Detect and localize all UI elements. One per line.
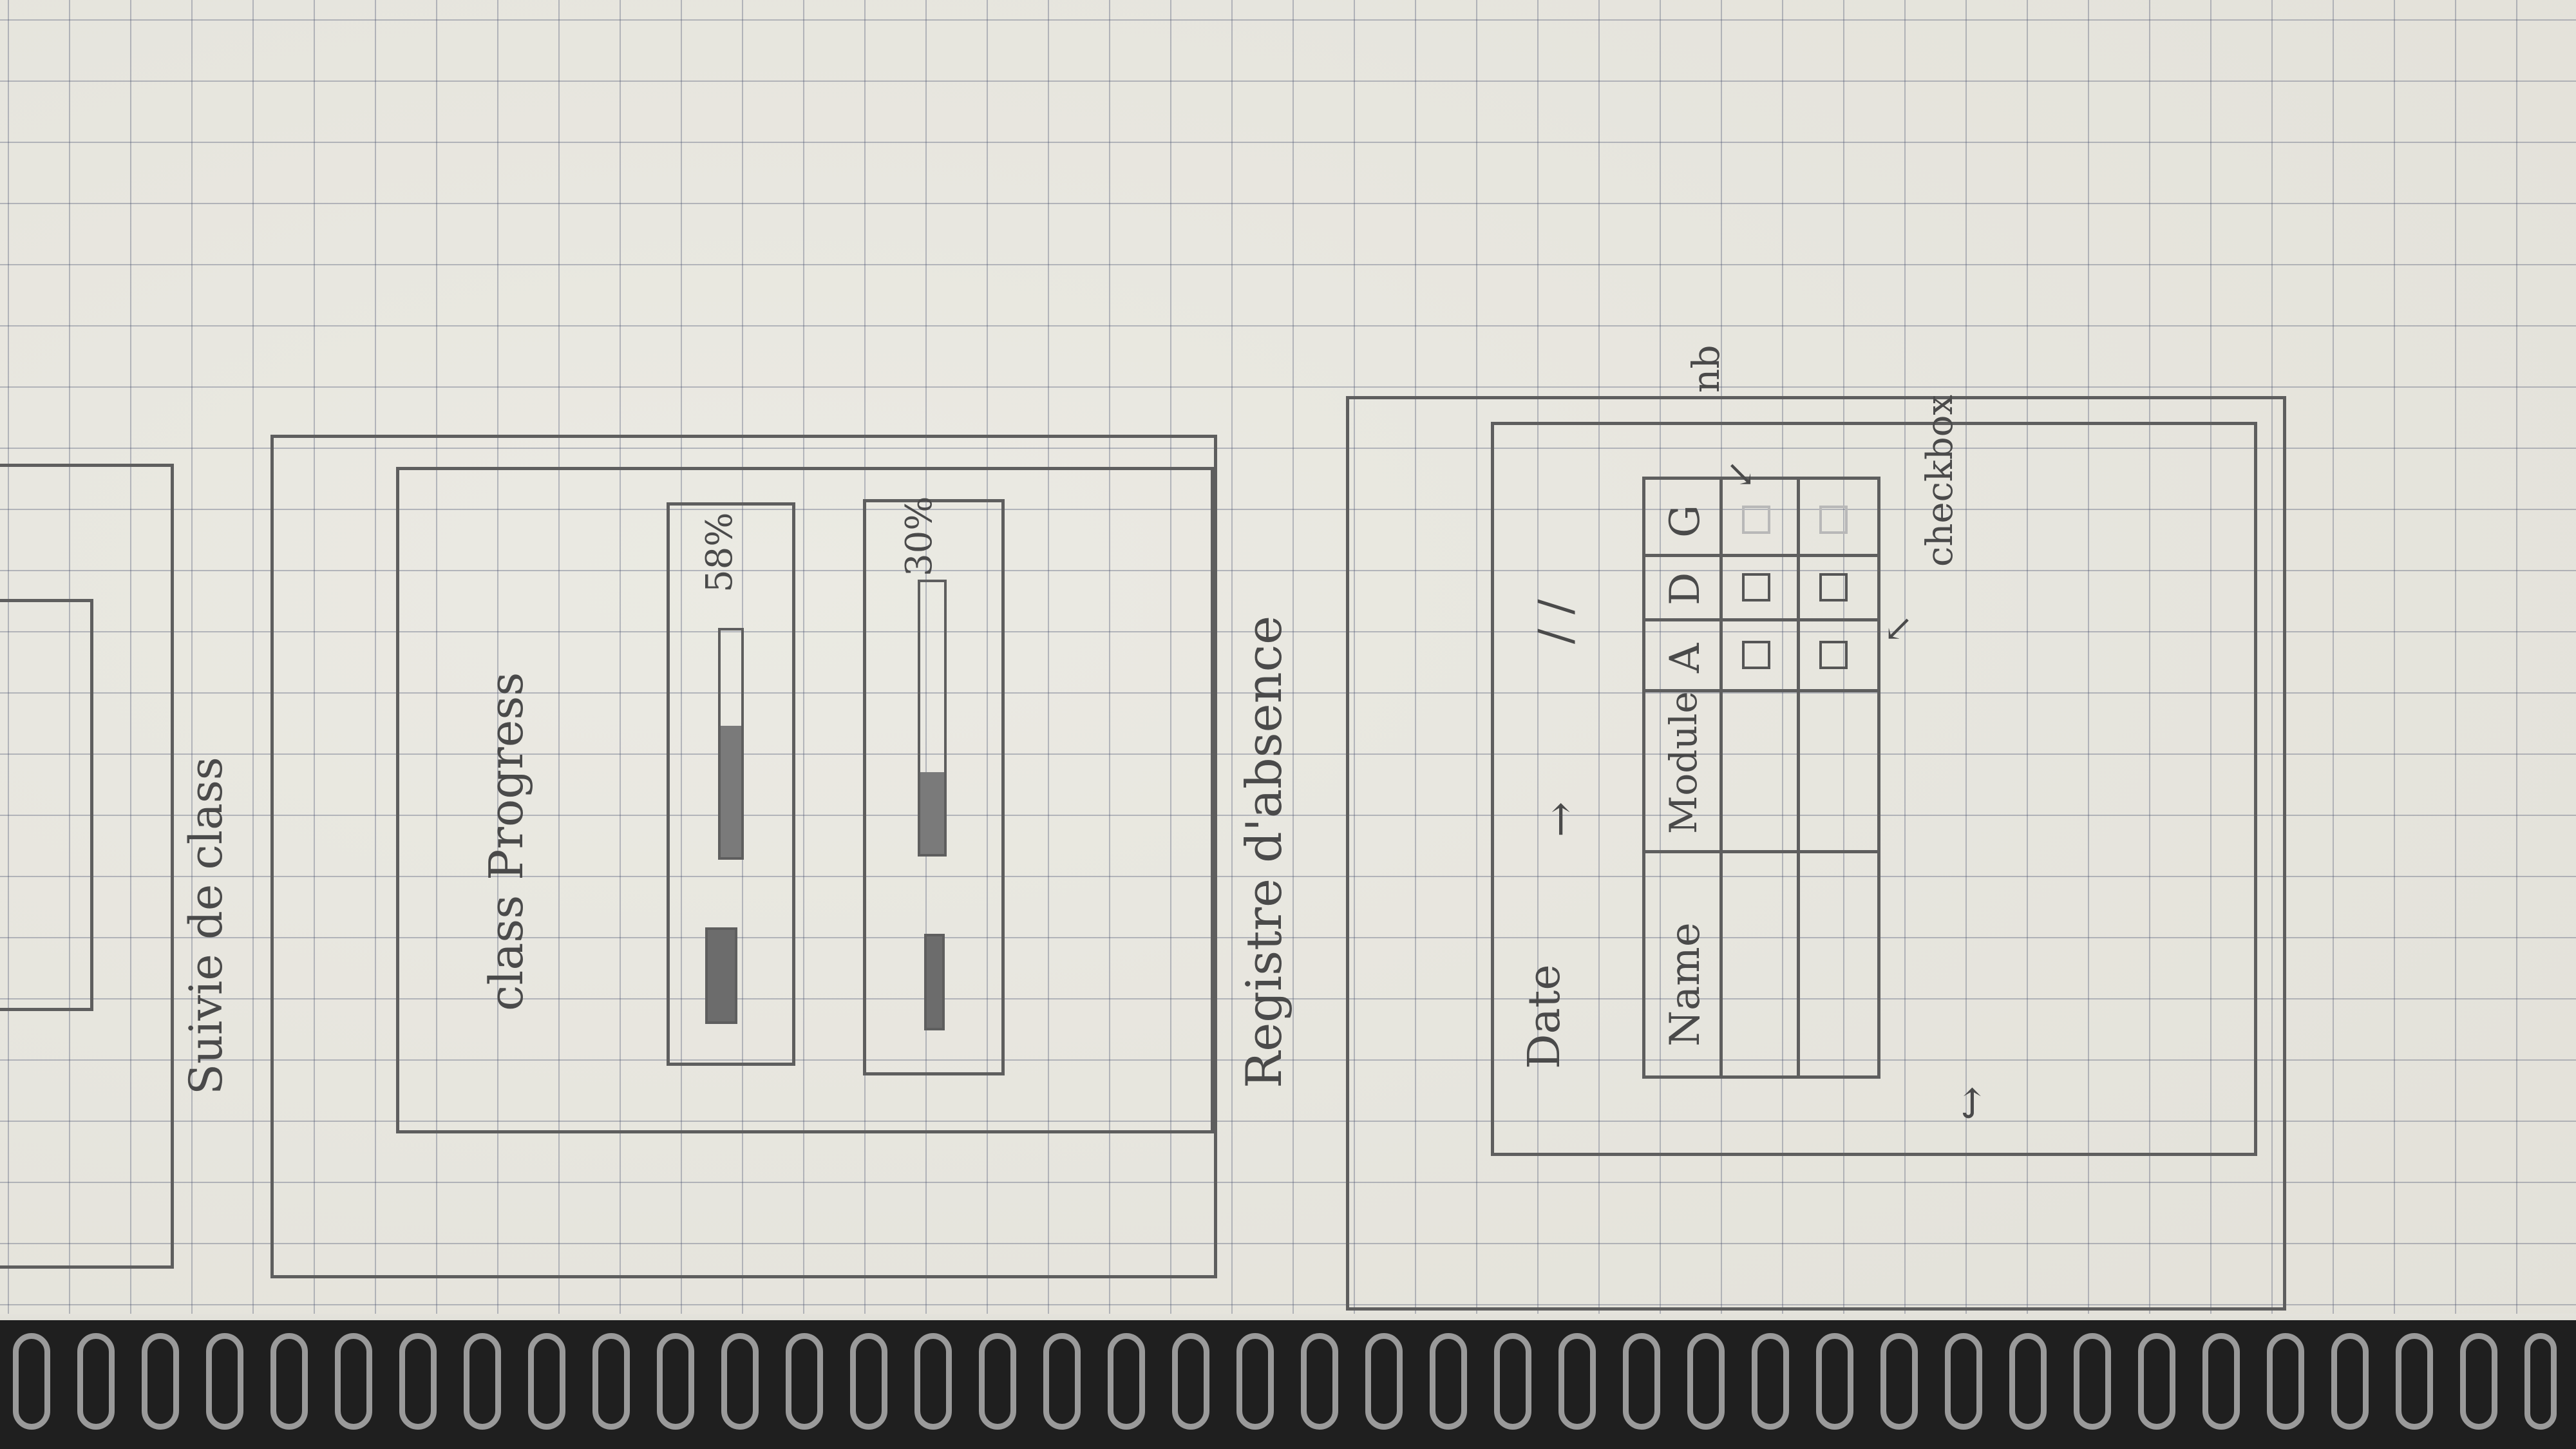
binding-ring-icon bbox=[1365, 1333, 1403, 1430]
binding-ring-icon bbox=[399, 1333, 437, 1430]
binding-ring-icon bbox=[1816, 1333, 1853, 1430]
binding-ring-icon bbox=[721, 1333, 759, 1430]
binding-ring-icon bbox=[1623, 1333, 1660, 1430]
binding-ring-icon bbox=[2524, 1333, 2557, 1430]
progress-bar-2-marker bbox=[924, 934, 945, 1030]
row-1-checkbox-a[interactable] bbox=[1742, 641, 1770, 669]
binding-ring-icon bbox=[2267, 1333, 2304, 1430]
row-2-checkbox-d[interactable] bbox=[1819, 573, 1848, 601]
table-header-d: D bbox=[1662, 572, 1709, 605]
binding-ring-icon bbox=[850, 1333, 887, 1430]
binding-ring-icon bbox=[1236, 1333, 1274, 1430]
progress-title: class Progress bbox=[479, 672, 533, 1011]
table-col-line-4 bbox=[1642, 850, 1880, 853]
binding-ring-icon bbox=[979, 1333, 1016, 1430]
absence-register-title: Registre d'absence bbox=[1235, 615, 1293, 1088]
binding-ring-icon bbox=[335, 1333, 372, 1430]
binding-ring-icon bbox=[592, 1333, 630, 1430]
spiral-binding bbox=[0, 1320, 2576, 1449]
binding-ring-icon bbox=[2396, 1333, 2433, 1430]
binding-ring-icon bbox=[13, 1333, 50, 1430]
binding-ring-icon bbox=[1430, 1333, 1467, 1430]
binding-ring-icon bbox=[1880, 1333, 1918, 1430]
progress-panel bbox=[396, 467, 1214, 1133]
progress-bar-1-label: 58% bbox=[699, 512, 741, 592]
binding-ring-icon bbox=[2202, 1333, 2240, 1430]
date-arrow-icon: → bbox=[1535, 801, 1585, 837]
binding-ring-icon bbox=[464, 1333, 501, 1430]
row-1-checkbox-g[interactable] bbox=[1742, 506, 1770, 534]
table-col-line-1 bbox=[1642, 554, 1880, 557]
binding-ring-icon bbox=[1172, 1333, 1209, 1430]
checkbox-arrow-icon: ↖ bbox=[1877, 614, 1919, 644]
binding-ring-icon bbox=[142, 1333, 179, 1430]
row-2-checkbox-g[interactable] bbox=[1819, 506, 1848, 534]
class-tracking-panel bbox=[0, 464, 174, 1269]
binding-ring-icon bbox=[1687, 1333, 1725, 1430]
binding-ring-icon bbox=[786, 1333, 823, 1430]
binding-ring-icon bbox=[1558, 1333, 1596, 1430]
binding-ring-icon bbox=[1945, 1333, 1982, 1430]
class-tracking-inner-box bbox=[0, 599, 93, 1011]
progress-bar-2-label: 30% bbox=[898, 496, 940, 576]
binding-ring-icon bbox=[206, 1333, 243, 1430]
binding-ring-icon bbox=[2331, 1333, 2369, 1430]
table-col-line-2 bbox=[1642, 618, 1880, 621]
binding-ring-icon bbox=[1301, 1333, 1338, 1430]
binding-ring-icon bbox=[77, 1333, 115, 1430]
binding-ring-icon bbox=[2074, 1333, 2111, 1430]
progress-card-1 bbox=[667, 502, 795, 1066]
checkbox-annotation: checkbox bbox=[1919, 394, 1961, 567]
row-1-checkbox-d[interactable] bbox=[1742, 573, 1770, 601]
binding-ring-icon bbox=[1108, 1333, 1145, 1430]
binding-ring-icon bbox=[657, 1333, 694, 1430]
binding-ring-icon bbox=[1494, 1333, 1531, 1430]
date-label: Date bbox=[1519, 964, 1570, 1069]
table-header-module: Module bbox=[1662, 691, 1705, 834]
binding-ring-icon bbox=[1752, 1333, 1789, 1430]
date-input[interactable]: / / bbox=[1529, 599, 1582, 644]
nb-arrow-icon: ↙ bbox=[1719, 459, 1761, 489]
row-2-checkbox-a[interactable] bbox=[1819, 641, 1848, 669]
binding-ring-icon bbox=[270, 1333, 308, 1430]
table-header-g: G bbox=[1662, 504, 1709, 538]
nb-annotation: nb bbox=[1684, 345, 1728, 393]
binding-ring-icon bbox=[2460, 1333, 2497, 1430]
scroll-hint-icon: ↪ bbox=[1948, 1086, 1996, 1121]
binding-ring-icon bbox=[1043, 1333, 1081, 1430]
binding-ring-icon bbox=[914, 1333, 952, 1430]
binding-ring-icon bbox=[2009, 1333, 2047, 1430]
binding-ring-icon bbox=[528, 1333, 565, 1430]
table-row-line-2 bbox=[1797, 477, 1800, 1079]
progress-bar-1 bbox=[718, 628, 744, 860]
progress-card-2 bbox=[863, 499, 1005, 1075]
table-header-name: Name bbox=[1662, 922, 1709, 1046]
progress-bar-2 bbox=[918, 580, 947, 857]
table-header-a: A bbox=[1662, 643, 1709, 673]
table-col-line-3 bbox=[1642, 689, 1880, 692]
table-row-line-1 bbox=[1719, 477, 1723, 1079]
progress-outer-frame bbox=[270, 435, 1217, 1278]
absence-table bbox=[1642, 477, 1880, 1079]
absence-outer-frame bbox=[1346, 396, 2286, 1311]
progress-bar-1-fill bbox=[721, 725, 741, 857]
progress-bar-1-marker bbox=[705, 927, 737, 1024]
progress-bar-2-fill bbox=[920, 772, 944, 854]
class-tracking-title: Suivie de class bbox=[180, 757, 232, 1095]
binding-ring-icon bbox=[2138, 1333, 2175, 1430]
absence-panel bbox=[1491, 422, 2257, 1156]
